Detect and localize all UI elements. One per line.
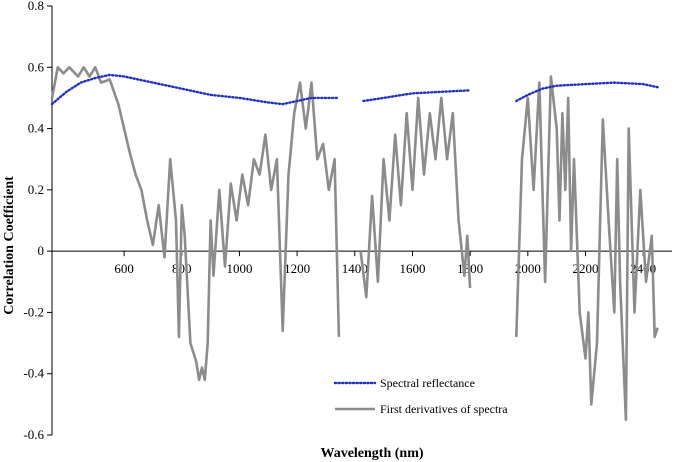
y-tick-label: 0 xyxy=(38,243,45,258)
x-tick-label: 1000 xyxy=(226,261,252,276)
derivative-series-line xyxy=(359,96,472,299)
reflectance-series-line xyxy=(50,73,339,106)
y-axis-title: Correlation Coefficient xyxy=(2,176,17,315)
y-tick-label: 0.6 xyxy=(28,59,45,74)
x-tick-label: 1600 xyxy=(399,261,425,276)
y-tick-label: 0.8 xyxy=(28,0,44,13)
legend-label: Spectral reflectance xyxy=(380,376,475,390)
series-layer xyxy=(50,66,659,421)
x-tick-label: 2200 xyxy=(572,261,598,276)
y-tick-label: -0.6 xyxy=(23,427,44,442)
y-axis-ticks: -0.6 -0.4 -0.2 0 0.2 0.4 0.6 0.8 xyxy=(23,0,52,442)
y-tick-label: -0.2 xyxy=(23,304,44,319)
x-tick-label: 1200 xyxy=(284,261,310,276)
x-axis-ticks: 600 800 1000 1200 1400 1600 1800 2000 2200 2400 xyxy=(114,251,656,276)
legend: Spectral reflectance First derivatives of… xyxy=(333,376,508,416)
x-axis-title: Wavelength (nm) xyxy=(320,446,423,461)
y-tick-label: -0.4 xyxy=(23,366,44,381)
derivative-series-line xyxy=(515,75,659,421)
x-tick-label: 2000 xyxy=(515,261,541,276)
reflectance-series-line xyxy=(362,89,472,103)
derivative-series-line xyxy=(50,66,341,382)
legend-label: First derivatives of spectra xyxy=(380,402,508,416)
x-tick-label: 600 xyxy=(114,261,134,276)
y-tick-label: 0.4 xyxy=(28,121,45,136)
reflectance-series-line xyxy=(515,81,659,103)
y-tick-label: 0.2 xyxy=(28,182,44,197)
